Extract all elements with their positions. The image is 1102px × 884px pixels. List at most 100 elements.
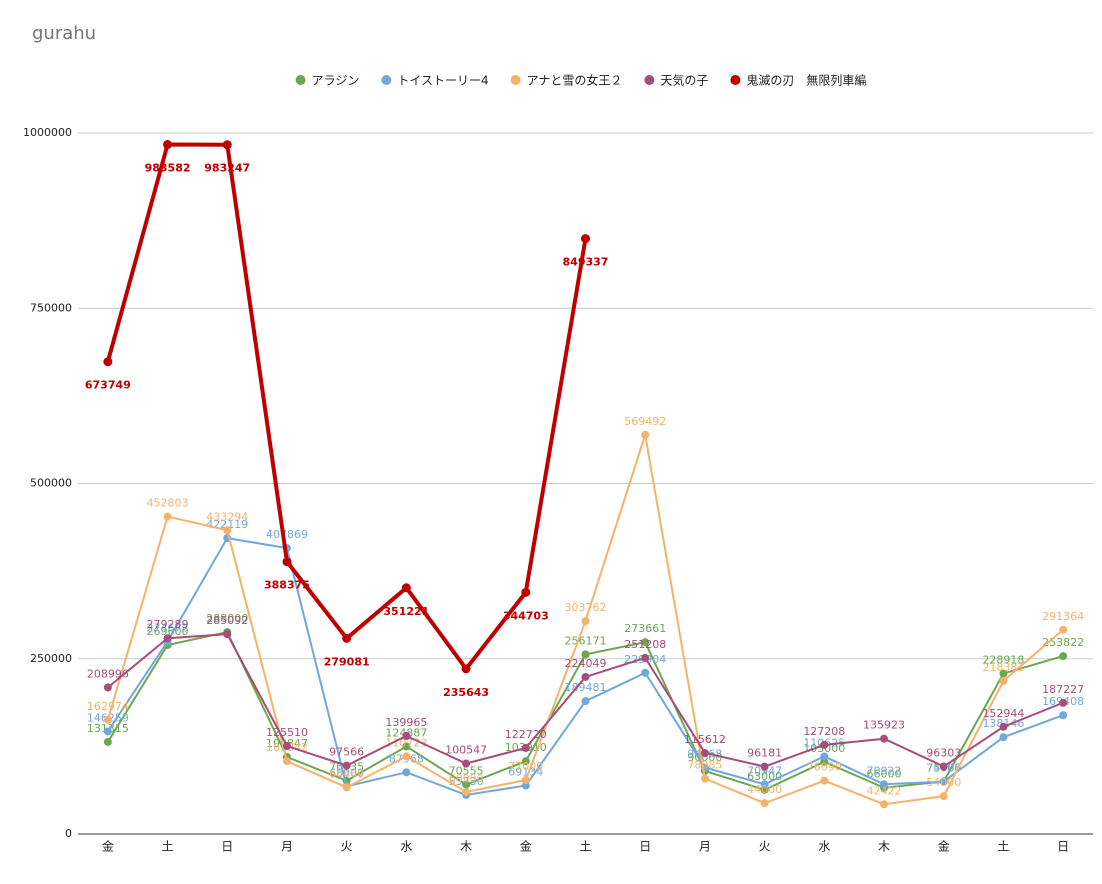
x-tick-label: 金: [938, 839, 950, 854]
data-label: 96181: [747, 747, 782, 760]
y-tick-label: 250000: [30, 652, 72, 665]
data-point: [760, 762, 769, 771]
data-label: 288000: [206, 612, 248, 625]
data-point: [401, 583, 411, 593]
data-label: 433294: [206, 510, 248, 523]
data-label: 66000: [867, 768, 902, 781]
data-label: 303762: [565, 601, 607, 614]
data-point: [1059, 625, 1068, 634]
x-tick-label: 金: [102, 839, 114, 854]
x-tick-label: 日: [1057, 840, 1069, 854]
y-tick-label: 1000000: [23, 126, 72, 139]
data-point: [820, 776, 829, 785]
y-tick-label: 0: [65, 827, 72, 840]
data-label: 351221: [383, 605, 429, 618]
data-label: 569492: [624, 415, 666, 428]
data-point: [1059, 652, 1068, 661]
data-label: 97566: [329, 746, 364, 759]
data-label: 125510: [266, 726, 308, 739]
data-point: [402, 731, 411, 740]
x-tick-label: 土: [162, 840, 174, 854]
data-point: [103, 727, 112, 736]
data-label: 251208: [624, 638, 666, 651]
data-label: 135923: [863, 719, 905, 732]
data-point: [521, 587, 531, 597]
data-point: [103, 357, 113, 367]
data-point: [760, 780, 769, 789]
data-point: [999, 722, 1008, 731]
data-point: [462, 787, 471, 796]
data-label: 100547: [445, 744, 487, 757]
x-tick-label: 月: [699, 840, 711, 854]
data-point: [461, 664, 471, 674]
data-label: 152944: [982, 707, 1024, 720]
data-label: 218381: [982, 661, 1024, 674]
x-tick-label: 月: [281, 840, 293, 854]
data-point: [939, 777, 948, 786]
data-point: [760, 785, 769, 794]
data-point: [103, 683, 112, 692]
data-point: [880, 800, 889, 809]
data-label: 407869: [266, 528, 308, 541]
data-label: 70947: [747, 764, 782, 777]
data-point: [581, 697, 590, 706]
data-point: [700, 774, 709, 783]
y-tick-label: 750000: [30, 301, 72, 314]
data-label: 228918: [982, 654, 1024, 667]
data-label: 983247: [204, 162, 250, 175]
data-point: [521, 757, 530, 766]
data-label: 162974: [87, 700, 129, 713]
x-tick-label: 日: [221, 840, 233, 854]
data-label: 55730: [449, 775, 484, 788]
data-point: [282, 557, 292, 567]
data-point: [462, 759, 471, 768]
data-point: [581, 672, 590, 681]
data-label: 66469: [329, 767, 364, 780]
data-point: [521, 743, 530, 752]
data-point: [521, 781, 530, 790]
data-label: 269600: [147, 625, 189, 638]
data-point: [700, 748, 709, 757]
data-point: [163, 512, 172, 521]
legend-marker: [730, 75, 741, 85]
data-point: [999, 676, 1008, 685]
x-tick-label: 水: [400, 840, 412, 854]
data-label: 235643: [443, 686, 489, 699]
legend-marker: [295, 75, 306, 85]
data-point: [402, 742, 411, 751]
data-point: [820, 752, 829, 761]
data-point: [521, 776, 530, 785]
data-label: 44000: [747, 783, 782, 796]
data-point: [1059, 711, 1068, 720]
data-label: 54000: [926, 776, 961, 789]
data-label: 76090: [807, 761, 842, 774]
data-point: [223, 630, 232, 639]
data-point: [999, 669, 1008, 678]
data-label: 77000: [508, 760, 543, 773]
data-point: [163, 140, 173, 150]
x-tick-label: 火: [341, 840, 353, 854]
data-point: [402, 752, 411, 761]
data-label: 187227: [1042, 683, 1084, 696]
data-point: [641, 638, 650, 647]
data-point: [820, 740, 829, 749]
data-label: 127208: [803, 725, 845, 738]
data-point: [581, 234, 590, 244]
legend-label: 天気の子: [660, 73, 708, 88]
data-label: 673749: [85, 379, 131, 392]
data-label: 110723: [385, 736, 427, 749]
data-label: 69134: [508, 766, 543, 779]
data-label: 68000: [329, 766, 364, 779]
data-label: 42422: [867, 784, 902, 797]
legend-marker: [381, 75, 392, 85]
data-label: 256171: [565, 634, 607, 647]
data-label: 189481: [565, 681, 607, 694]
data-point: [342, 761, 351, 770]
data-label: 96303: [926, 746, 961, 759]
data-point: [342, 633, 352, 643]
data-point: [880, 780, 889, 789]
data-point: [1059, 698, 1068, 707]
data-point: [282, 742, 291, 751]
data-label: 78985: [687, 759, 722, 772]
